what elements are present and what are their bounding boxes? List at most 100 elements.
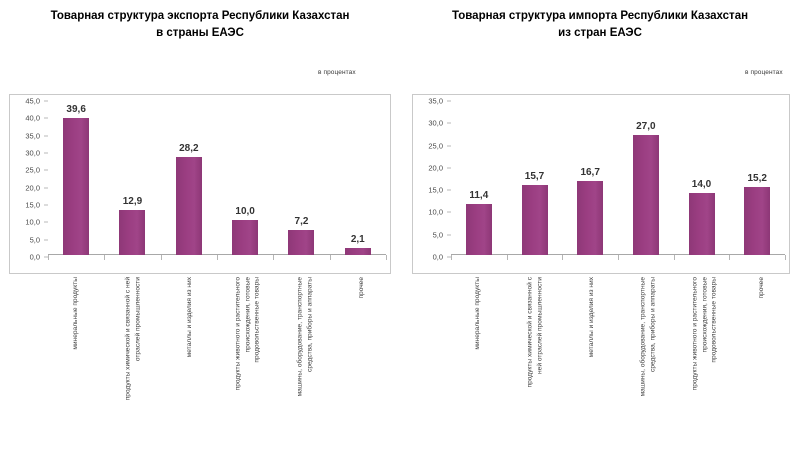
import-y-tick: 0,0 bbox=[432, 252, 443, 262]
import-category-label-line: происхождения, готовые bbox=[701, 277, 709, 353]
import-plot-frame: 0,0 5,0 10,0 15,0 20,0 25,0 30,0 35,0 11,4 15,7 1… bbox=[412, 94, 790, 274]
export-category-label-line: продовольственные товары bbox=[253, 277, 261, 363]
export-category-label: прочее bbox=[358, 277, 368, 299]
import-bar-value-label: 11,4 bbox=[469, 190, 489, 202]
export-plot-area: 39,6 12,9 28,2 10,0 7,2 2,1 bbox=[48, 101, 386, 255]
import-y-tick-mark bbox=[447, 145, 451, 147]
import-bar-value-label: 15,2 bbox=[747, 173, 767, 185]
export-bar-value-label: 28,2 bbox=[179, 143, 199, 155]
export-bars: 39,6 12,9 28,2 10,0 7,2 2,1 bbox=[48, 101, 386, 255]
export-y-tick: 20,0 bbox=[25, 183, 40, 193]
import-category-label-line: продукты химической и связанной с bbox=[526, 277, 534, 388]
export-bar-slot: 28,2 bbox=[161, 101, 217, 255]
x-tick-separator bbox=[618, 255, 619, 260]
x-tick-separator bbox=[329, 255, 331, 260]
import-x-tick-marks bbox=[451, 255, 786, 260]
import-bar-slot: 15,2 bbox=[729, 101, 785, 255]
export-y-tick-mark bbox=[44, 221, 48, 223]
x-tick-separator bbox=[673, 255, 675, 260]
import-bar bbox=[521, 185, 548, 255]
export-category-label-line: металлы и изделия из них bbox=[186, 277, 194, 358]
export-bar-slot: 10,0 bbox=[217, 101, 273, 255]
import-y-tick-mark bbox=[447, 100, 451, 102]
import-bars: 11,4 15,7 16,7 27,0 14,0 15,2 bbox=[451, 101, 785, 255]
import-category-label: продукты животного и растительного происх… bbox=[691, 277, 720, 390]
import-bar bbox=[688, 192, 715, 255]
export-category-label-slot: металлы и изделия из них bbox=[162, 277, 219, 447]
import-bar-slot: 16,7 bbox=[562, 101, 618, 255]
import-units-label: в процентах bbox=[745, 69, 783, 76]
x-tick-separator bbox=[48, 255, 49, 260]
export-y-tick: 35,0 bbox=[25, 131, 40, 141]
export-category-label-line: продукты химической и связанной с ней bbox=[124, 277, 132, 401]
import-category-label-slot: продукты химической и связанной с ней отр… bbox=[507, 277, 564, 447]
export-chart-title: Товарная структура экспорта Республики К… bbox=[8, 8, 392, 43]
import-y-tick-mark bbox=[447, 122, 451, 124]
export-y-tick: 5,0 bbox=[29, 235, 40, 245]
export-bar-slot: 7,2 bbox=[273, 101, 329, 255]
import-y-tick-mark bbox=[447, 167, 451, 169]
export-y-tick-mark bbox=[44, 100, 48, 102]
import-category-label: продукты химической и связанной с ней отр… bbox=[525, 277, 544, 387]
import-category-label-line: ней отраслей промышленности bbox=[536, 277, 543, 374]
export-chart-panel: Товарная структура экспорта Республики К… bbox=[8, 8, 392, 447]
export-y-tick-mark bbox=[44, 152, 48, 154]
import-y-tick: 5,0 bbox=[432, 230, 443, 240]
export-bar-value-label: 12,9 bbox=[122, 196, 143, 208]
export-bar-value-label: 7,2 bbox=[294, 216, 309, 228]
export-category-label-line: минеральные продукты bbox=[71, 277, 79, 350]
import-category-labels: минеральные продукты продукты химической … bbox=[450, 277, 790, 447]
export-bar-value-label: 10,0 bbox=[235, 206, 255, 218]
export-y-tick: 40,0 bbox=[25, 113, 40, 123]
export-y-tick: 45,0 bbox=[25, 96, 40, 106]
export-y-tick-mark bbox=[44, 204, 48, 206]
export-y-tick: 10,0 bbox=[25, 217, 40, 227]
export-category-label-slot: прочее bbox=[334, 277, 391, 447]
export-y-tick-mark bbox=[44, 187, 48, 189]
import-y-tick: 20,0 bbox=[428, 163, 443, 173]
import-bar-slot: 14,0 bbox=[674, 101, 730, 255]
export-y-tick: 0,0 bbox=[29, 252, 40, 262]
import-category-label-slot: металлы и изделия из них bbox=[563, 277, 620, 447]
import-x-axis-line bbox=[451, 254, 785, 255]
x-tick-separator bbox=[506, 255, 508, 260]
export-category-label: машины, оборудование, транспортные средст… bbox=[295, 277, 314, 396]
import-category-label-line: прочее bbox=[757, 277, 765, 299]
export-bar-value-label: 39,6 bbox=[66, 103, 86, 115]
export-category-label-slot: минеральные продукты bbox=[47, 277, 104, 447]
import-category-label-slot: машины, оборудование, транспортные средст… bbox=[620, 277, 677, 447]
export-y-tick: 15,0 bbox=[25, 200, 40, 210]
import-category-label-line: машины, оборудование, транспортные bbox=[639, 277, 647, 397]
x-tick-separator bbox=[386, 255, 387, 260]
export-x-axis-line bbox=[48, 254, 386, 255]
import-y-tick: 25,0 bbox=[428, 141, 443, 151]
export-category-label-line: машины, оборудование, транспортные bbox=[296, 277, 304, 397]
export-category-label: минеральные продукты bbox=[71, 277, 81, 350]
import-plot-area: 11,4 15,7 16,7 27,0 14,0 15,2 bbox=[451, 101, 785, 255]
import-y-tick: 15,0 bbox=[428, 185, 443, 195]
export-y-tick-mark bbox=[44, 169, 48, 171]
export-plot-frame: 0,0 5,0 10,0 15,0 20,0 25,0 30,0 35,0 40,0 45,0 3… bbox=[9, 94, 391, 274]
export-bar bbox=[344, 247, 371, 255]
import-category-label-line: минеральные продукты bbox=[474, 277, 482, 350]
import-y-tick: 30,0 bbox=[428, 118, 443, 128]
import-category-label-slot: прочее bbox=[733, 277, 790, 447]
import-y-tick-mark bbox=[447, 234, 451, 236]
export-category-label-line: происхождения, готовые bbox=[243, 277, 251, 353]
export-category-label-slot: продукты химической и связанной с ней отр… bbox=[104, 277, 161, 447]
import-bar-value-label: 16,7 bbox=[580, 166, 600, 178]
export-y-tick-mark bbox=[44, 135, 48, 137]
export-bar bbox=[119, 210, 146, 255]
import-bar bbox=[744, 187, 771, 255]
import-y-tick-mark bbox=[447, 189, 451, 191]
export-chart-title-line2: в страны ЕАЭС bbox=[156, 27, 244, 40]
export-category-label: продукты химической и связанной с ней отр… bbox=[123, 277, 142, 400]
export-bar-value-label: 2,1 bbox=[350, 233, 365, 245]
x-tick-separator bbox=[562, 255, 564, 260]
import-chart-title-line2: из стран ЕАЭС bbox=[558, 27, 642, 40]
import-category-label-line: продукты животного и растительного bbox=[691, 277, 699, 391]
export-bar bbox=[175, 157, 202, 255]
import-category-label-slot: минеральные продукты bbox=[450, 277, 507, 447]
import-category-label-line: металлы и изделия из них bbox=[587, 277, 595, 358]
import-category-label-line: продовольственные товары bbox=[710, 277, 718, 363]
